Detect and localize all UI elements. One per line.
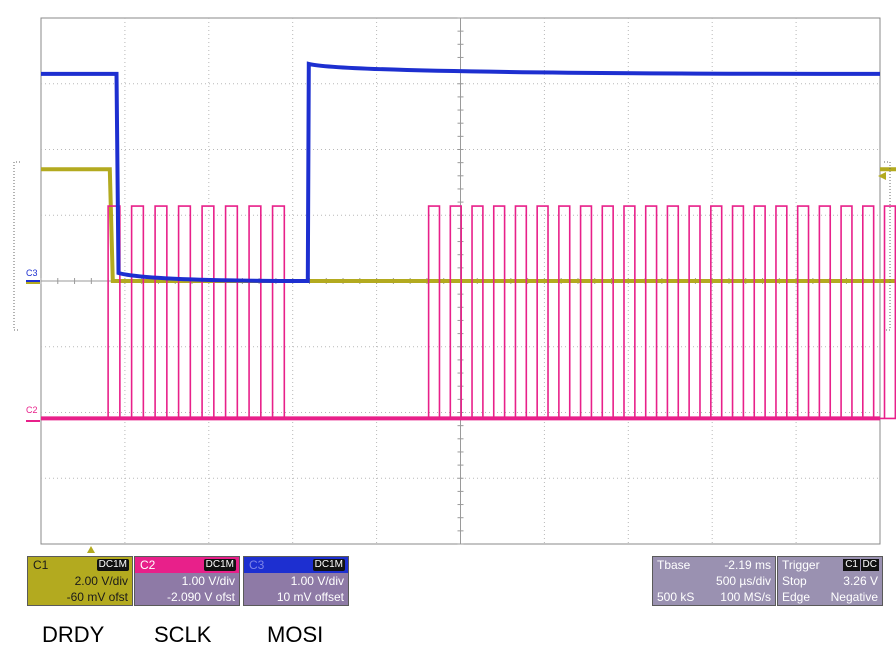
c1-name: C1 xyxy=(33,558,49,572)
c2-coupling-badge: DC1M xyxy=(203,559,236,571)
timebase-rate: 100 MS/s xyxy=(720,590,771,604)
trigger-source-badge: C1 xyxy=(843,559,860,571)
timebase-panel[interactable]: Tbase -2.19 ms 500 µs/div 500 kS 100 MS/… xyxy=(652,556,776,606)
sclk-label: SCLK xyxy=(154,622,212,647)
c2-name: C2 xyxy=(140,558,156,572)
trigger-position-marker xyxy=(87,546,95,553)
c1-scale: 2.00 V/div xyxy=(74,574,128,588)
c1-offset: -60 mV ofst xyxy=(66,590,128,604)
trigger-slope: Negative xyxy=(830,590,878,604)
trigger-level-marker xyxy=(878,172,886,180)
trigger-mode: Stop xyxy=(782,574,807,588)
right-bracket xyxy=(884,161,891,331)
c3-offset: 10 mV offset xyxy=(276,590,344,604)
c3-panel-header: C3 DC1M xyxy=(244,557,348,573)
timebase-label: Tbase xyxy=(657,558,691,572)
timebase-per-div: 500 µs/div xyxy=(716,574,771,588)
c1-panel-header: C1 DC1M xyxy=(28,557,132,573)
oscilloscope-display: C3 C2 xyxy=(13,17,896,553)
c1-coupling-badge: DC1M xyxy=(96,559,129,571)
c2-panel-header: C2 DC1M xyxy=(135,557,239,573)
waveform-traces xyxy=(41,61,896,421)
drdy-label: DRDY xyxy=(42,622,105,647)
trigger-type: Edge xyxy=(782,590,811,604)
timebase-header xyxy=(653,557,775,573)
c2-marker-label: C2 xyxy=(26,405,38,415)
trigger-level: 3.26 V xyxy=(843,574,878,588)
c1-channel-panel[interactable]: C1 DC1M 2.00 V/div -60 mV ofst xyxy=(27,556,133,606)
trigger-label: Trigger xyxy=(782,558,820,572)
timebase-samples: 500 kS xyxy=(657,590,695,604)
c3-channel-panel[interactable]: C3 DC1M 1.00 V/div 10 mV offset xyxy=(243,556,349,606)
c2-scale: 1.00 V/div xyxy=(181,574,235,588)
c3-marker-label: C3 xyxy=(26,268,38,278)
trigger-panel[interactable]: Trigger C1 DC Stop 3.26 V Edge Negative xyxy=(777,556,883,606)
c3-coupling-badge: DC1M xyxy=(312,559,345,571)
trigger-coupling-badge: DC xyxy=(860,559,879,571)
mosi-label: MOSI xyxy=(267,622,324,647)
c1-trace xyxy=(41,167,896,283)
left-bracket xyxy=(13,161,20,331)
c3-scale: 1.00 V/div xyxy=(290,574,344,588)
c3-name: C3 xyxy=(249,558,265,572)
timebase-delay: -2.19 ms xyxy=(724,558,771,572)
c2-channel-panel[interactable]: C2 DC1M 1.00 V/div -2.090 V ofst xyxy=(134,556,240,606)
c3-trace xyxy=(41,61,881,284)
c2-offset: -2.090 V ofst xyxy=(166,590,235,604)
